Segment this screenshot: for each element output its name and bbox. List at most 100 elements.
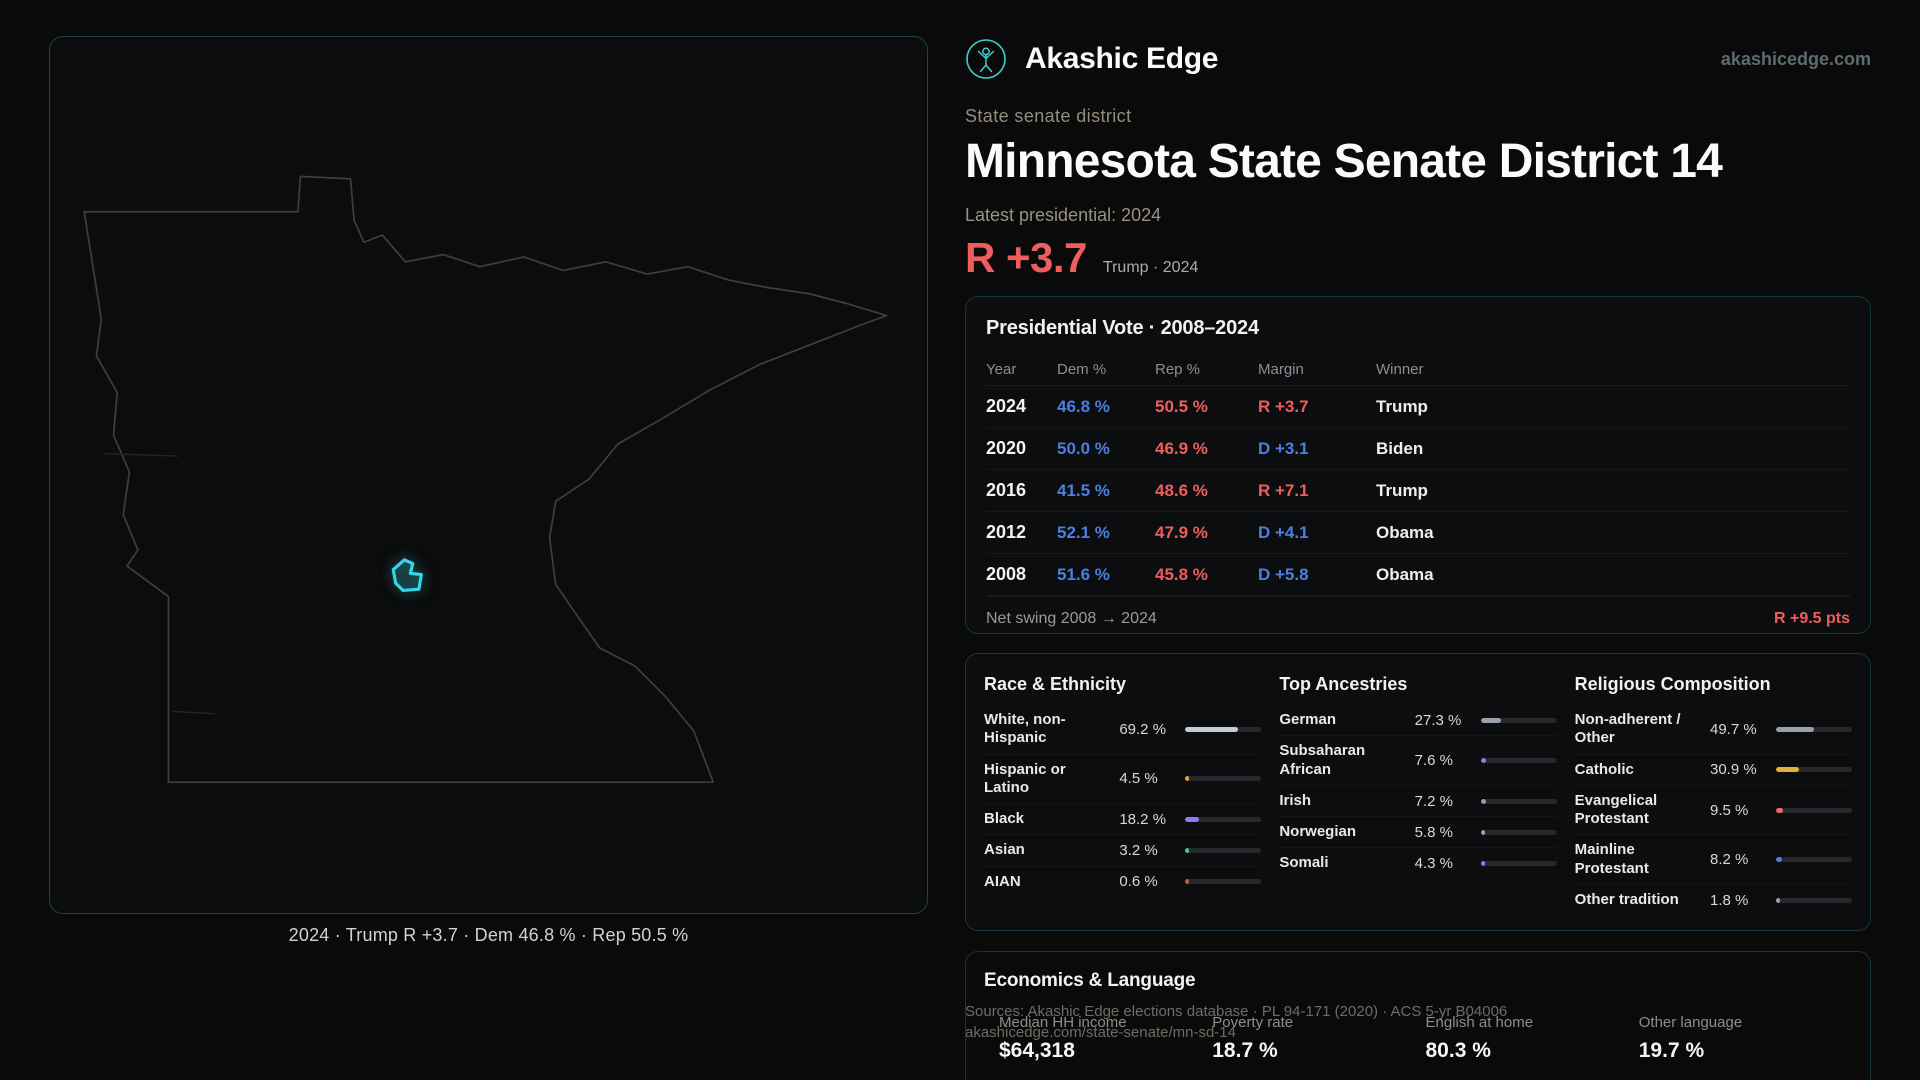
stat-label: Poverty rate — [1212, 1014, 1294, 1031]
demo-row: Hispanic or Latino 4.5 % — [984, 755, 1262, 805]
demo-row: Mainline Protestant 8.2 % — [1574, 835, 1852, 886]
demo-value: 69.2 % — [1119, 720, 1167, 738]
demo-label: Catholic — [1574, 760, 1634, 778]
col-header-dem: Dem % — [1057, 361, 1107, 378]
winner-cell: Biden — [1376, 438, 1424, 458]
table-row: 2024 46.8 % 50.5 % R +3.7 Trump — [986, 386, 1850, 428]
state-outline-path — [83, 175, 888, 784]
demo-bar-fill — [1480, 798, 1487, 804]
demo-bar-fill — [1480, 717, 1502, 723]
rep-cell: 47.9 % — [1155, 522, 1208, 542]
demo-row: White, non-Hispanic 69.2 % — [984, 705, 1262, 755]
demo-bar-track — [1185, 816, 1262, 822]
demo-bar-fill — [1775, 726, 1814, 732]
race-ethnicity-section: Race & Ethnicity White, non-Hispanic 69.… — [984, 674, 1262, 910]
margin-cell: D +3.1 — [1258, 438, 1309, 458]
stat-label: English at home — [1425, 1014, 1534, 1031]
demo-bar-track — [1480, 717, 1557, 723]
demo-bar-track — [1185, 726, 1262, 732]
demo-row: Catholic 30.9 % — [1574, 755, 1852, 786]
brand-name[interactable]: Akashic Edge — [1025, 42, 1219, 75]
demo-row: Non-adherent / Other 49.7 % — [1574, 705, 1852, 755]
net-swing-value: R +9.5 pts — [1773, 609, 1850, 627]
table-row: 2020 50.0 % 46.9 % D +3.1 Biden — [986, 428, 1850, 470]
permalink-link[interactable]: akashicedge.com/state-senate/mn-sd-14 — [965, 1024, 1236, 1041]
winner-cell: Obama — [1376, 564, 1434, 584]
presidential-vote-card: Presidential Vote · 2008–2024 Year Dem %… — [965, 296, 1871, 634]
section-title: Top Ancestries — [1279, 674, 1408, 694]
demo-bar-fill — [1775, 767, 1800, 773]
demo-value: 9.5 % — [1709, 801, 1749, 819]
akashic-edge-logo-icon[interactable] — [965, 38, 1007, 80]
demo-bar-track — [1775, 807, 1852, 813]
year-cell: 2020 — [986, 438, 1027, 458]
demo-bar-track — [1185, 848, 1262, 854]
stat-value: $64,318 — [999, 1039, 1075, 1062]
demo-label: Hispanic or Latino — [984, 760, 1066, 796]
dem-cell: 52.1 % — [1057, 522, 1110, 542]
demo-row: Norwegian 5.8 % — [1279, 817, 1557, 849]
demo-bar-track — [1185, 776, 1262, 782]
economics-card-title: Economics & Language — [984, 970, 1196, 991]
col-header-margin: Margin — [1258, 361, 1304, 378]
demo-value: 4.5 % — [1119, 770, 1158, 788]
demo-bar-track — [1185, 879, 1262, 885]
demo-value: 5.8 % — [1414, 823, 1454, 841]
demo-row: Black 18.2 % — [984, 804, 1262, 836]
dem-cell: 50.0 % — [1057, 438, 1110, 458]
demo-row: Other tradition 1.8 % — [1575, 885, 1852, 915]
economics-stats-row: Median HH income $64,318 Poverty rate 18… — [984, 1014, 1852, 1063]
sources-line: Sources: Akashic Edge elections database… — [965, 1003, 1508, 1020]
demo-value: 7.6 % — [1414, 752, 1454, 770]
site-domain-link[interactable]: akashicedge.com — [1720, 48, 1871, 69]
margin-cell: D +4.1 — [1258, 522, 1309, 542]
headline-margin-value: R +3.7 — [965, 234, 1087, 281]
map-caption: 2024 · Trump R +3.7 · Dem 46.8 % · Rep 5… — [288, 925, 689, 945]
margin-cell: D +5.8 — [1258, 564, 1309, 584]
dem-cell: 41.5 % — [1057, 480, 1110, 500]
map-interior-line — [104, 452, 215, 715]
minnesota-map — [83, 175, 888, 784]
demo-row: German 27.3 % — [1279, 705, 1557, 737]
demo-value: 27.3 % — [1414, 711, 1462, 729]
demo-label: Non-adherent / Other — [1574, 711, 1681, 747]
demo-bar-fill — [1185, 816, 1200, 822]
demo-bar-track — [1480, 798, 1557, 804]
year-cell: 2012 — [986, 522, 1027, 542]
col-header-winner: Winner — [1376, 361, 1424, 378]
demo-bar-track — [1775, 857, 1852, 863]
stat-value: 19.7 % — [1638, 1039, 1705, 1062]
net-swing-row: Net swing 2008 → 2024 R +9.5 pts — [986, 596, 1850, 640]
demo-row: Irish 7.2 % — [1279, 786, 1557, 818]
demo-row: Evangelical Protestant 9.5 % — [1574, 786, 1852, 836]
rep-cell: 46.9 % — [1155, 438, 1208, 458]
demo-row: Subsaharan African 7.6 % — [1279, 736, 1557, 786]
page-title: Minnesota State Senate District 14 — [965, 135, 1723, 188]
stat-block: Median HH income $64,318 — [999, 1014, 1212, 1063]
economics-card: Economics & Language Median HH income $6… — [965, 951, 1871, 1080]
stat-label: Other language — [1638, 1014, 1743, 1031]
district-shape[interactable] — [391, 558, 423, 593]
demo-bar-fill — [1775, 807, 1784, 813]
footer-sources: Sources: Akashic Edge elections database… — [965, 1001, 1507, 1043]
demo-label: Somali — [1279, 854, 1329, 872]
section-title: Race & Ethnicity — [984, 674, 1127, 694]
col-header-year: Year — [986, 361, 1017, 378]
demo-label: Black — [984, 810, 1025, 828]
table-row: 2008 51.6 % 45.8 % D +5.8 Obama — [986, 554, 1850, 596]
minnesota-map-panel — [49, 36, 928, 914]
demo-label: Other tradition — [1574, 891, 1679, 909]
religious-composition-section: Religious Composition Non-adherent / Oth… — [1574, 674, 1852, 910]
margin-cell: R +7.1 — [1258, 480, 1309, 500]
demo-label: Subsaharan African — [1279, 742, 1366, 778]
demo-value: 4.3 % — [1414, 855, 1454, 873]
stat-block: Other language 19.7 % — [1639, 1014, 1852, 1063]
demo-bar-track — [1775, 767, 1852, 773]
presidential-card-title: Presidential Vote · 2008–2024 — [986, 317, 1259, 339]
demo-label: German — [1279, 711, 1337, 728]
latest-presidential-label: Latest presidential: 2024 — [965, 205, 1162, 225]
year-cell: 2016 — [986, 480, 1027, 500]
headline-margin-row: R +3.7 Trump · 2024 — [965, 234, 1198, 282]
demo-row: Somali 4.3 % — [1279, 848, 1557, 878]
